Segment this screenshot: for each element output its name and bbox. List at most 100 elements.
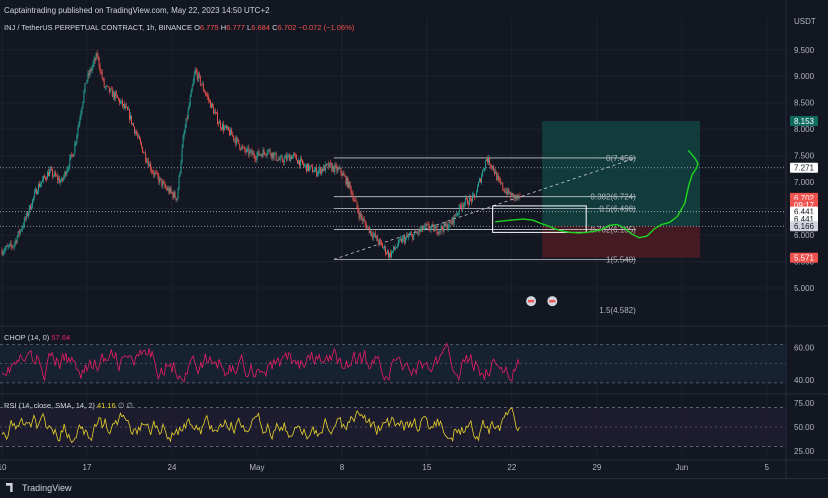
candle-body (328, 163, 330, 168)
ohlc-high-value: 6.777 (226, 23, 247, 32)
candle-body (420, 229, 422, 232)
price-tag[interactable] (790, 221, 818, 232)
candle-body (485, 160, 487, 169)
event-icon[interactable] (526, 296, 537, 307)
candle-body (16, 236, 18, 243)
chop-line[interactable] (1, 342, 520, 383)
candle-body (350, 186, 352, 194)
price-tag[interactable] (790, 116, 818, 127)
candle-body (483, 170, 484, 171)
candle-body (245, 150, 247, 152)
candle-body (421, 225, 423, 230)
candle-body (481, 175, 482, 183)
candle-body (416, 232, 418, 234)
candle-body (164, 182, 166, 187)
candle-body (266, 153, 268, 156)
candle-body (507, 188, 509, 195)
candle-body (338, 168, 340, 169)
price-tag-label: 6.441 (794, 208, 815, 217)
candle-body (314, 170, 316, 172)
candle-body (292, 154, 294, 156)
price-tag-label: 6.166 (794, 222, 815, 231)
candle-body (43, 176, 44, 180)
chop-legend-title: CHOP (14, 0) (4, 333, 51, 342)
candle-body (347, 177, 349, 188)
candle-body (486, 158, 488, 161)
candle-body (365, 224, 367, 229)
chop-legend[interactable]: CHOP (14, 0) 57.64 (4, 333, 70, 342)
candle-body (139, 135, 141, 140)
candle-body (128, 109, 129, 111)
candle-body (182, 136, 184, 148)
time-axis-tick-label: 24 (168, 463, 177, 472)
candle-body (479, 178, 480, 183)
candle-body (84, 83, 86, 92)
candle-body (127, 107, 128, 111)
projection-path[interactable] (495, 149, 699, 239)
candle-body (383, 246, 385, 248)
candle-body (219, 122, 220, 124)
candle-body (514, 195, 516, 199)
candle-body (397, 245, 399, 248)
candle-body (67, 168, 69, 172)
candle-body (325, 163, 327, 171)
candle-body (467, 204, 469, 205)
candle-body (389, 252, 390, 258)
candle-body (276, 160, 278, 161)
range-box[interactable] (492, 205, 587, 233)
candle-body (201, 83, 203, 85)
candle-body (332, 165, 334, 171)
candle-body (169, 188, 171, 193)
candle-body (170, 188, 172, 192)
candle-body (403, 236, 405, 238)
candle-body (185, 118, 187, 128)
candle-body (272, 152, 274, 159)
candle-body (62, 178, 64, 180)
candle-body (492, 165, 494, 168)
candle-body (423, 228, 425, 231)
fib-level-label: 1(5.540) (606, 255, 636, 264)
candle-body (263, 149, 265, 153)
candle-body (97, 56, 99, 58)
candle-body (345, 176, 347, 185)
candle-body (110, 88, 112, 90)
price-tag[interactable] (790, 162, 818, 173)
candle-body (333, 165, 335, 172)
candle-body (457, 212, 459, 214)
candle-body (417, 232, 419, 234)
candle-body (376, 235, 378, 242)
candle-body (255, 159, 257, 160)
candle-body (40, 184, 41, 187)
candle-body (69, 157, 71, 168)
candle-body (342, 173, 344, 176)
candle-body (32, 197, 34, 200)
candle-body (200, 84, 202, 86)
candle-body (106, 85, 108, 87)
candle-body (37, 184, 39, 192)
candle-body (283, 157, 285, 163)
event-icon[interactable] (547, 296, 558, 307)
candle-body (412, 234, 414, 240)
candle-body (101, 72, 103, 79)
price-tag[interactable] (790, 252, 818, 263)
ohlc-close-value: 6.702 (278, 23, 299, 32)
candle-body (262, 149, 264, 158)
candle-body (8, 244, 10, 247)
tradingview-logo[interactable]: TradingView (6, 483, 72, 493)
price-axis-tick-label: 7.500 (794, 152, 815, 161)
candle-body (65, 171, 67, 176)
candle-body (102, 78, 104, 80)
rsi-line[interactable] (1, 407, 520, 444)
candle-body (394, 246, 395, 249)
candle-body (236, 137, 238, 144)
fib-trendline[interactable] (333, 157, 636, 260)
candle-body (17, 231, 19, 237)
candle-body (68, 167, 70, 169)
rsi-legend[interactable]: RSI (14, close, SMA, 14, 2) 41.16 ∅ ∅ (4, 401, 133, 410)
price-candles[interactable] (1, 50, 521, 261)
candle-body (364, 220, 366, 225)
candle-body (480, 178, 481, 183)
candle-body (510, 193, 512, 198)
candle-body (9, 243, 11, 245)
